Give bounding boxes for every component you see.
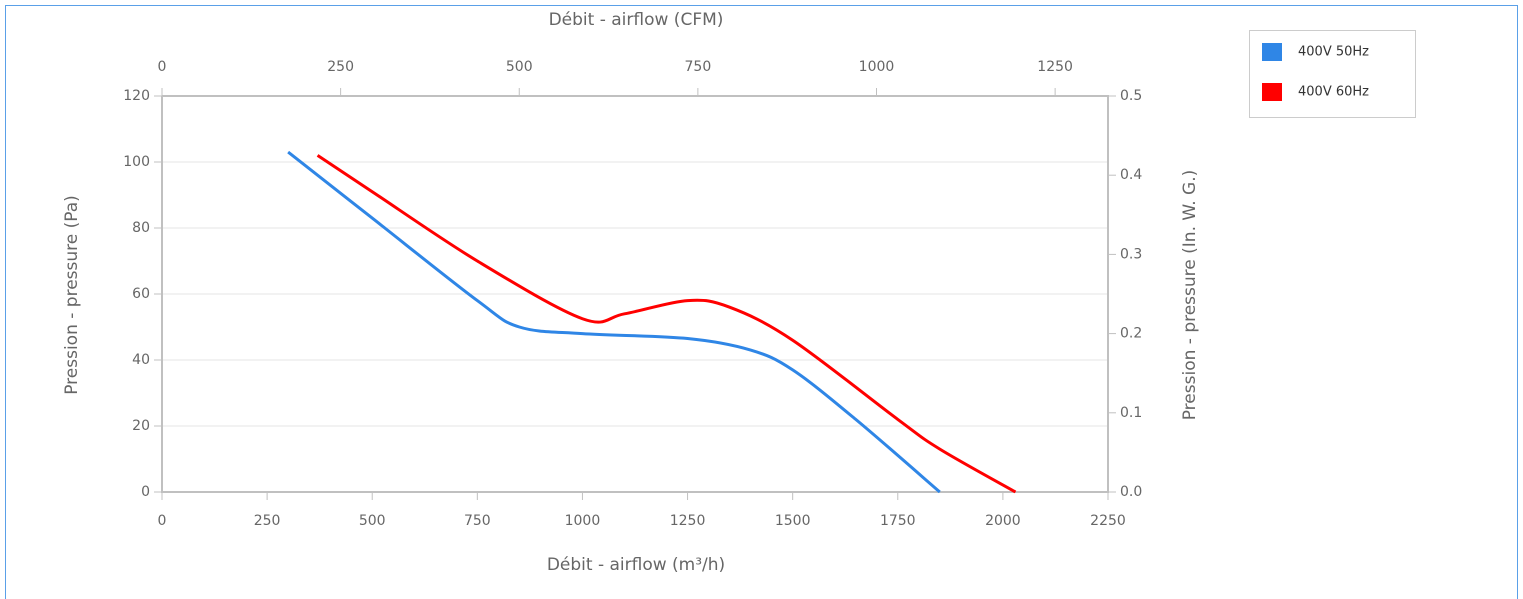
legend-swatch	[1262, 43, 1282, 61]
y-tick-label: 40	[132, 352, 150, 368]
y-tick-label: 0	[141, 484, 150, 500]
x2-tick-label: 0	[158, 59, 167, 75]
y2-tick-label: 0.4	[1120, 167, 1142, 183]
x2-tick-label: 250	[327, 59, 354, 75]
frame	[5, 5, 1518, 599]
legend-label: 400V 50Hz	[1298, 45, 1369, 60]
x-tick-label: 2000	[985, 513, 1021, 529]
y2-tick-label: 0.3	[1120, 246, 1142, 262]
series-line	[316, 154, 1017, 494]
x-tick-label: 1500	[775, 513, 811, 529]
y2-tick-label: 0.2	[1120, 326, 1142, 342]
x2-tick-label: 1000	[859, 59, 895, 75]
x-tick-label: 0	[158, 513, 167, 529]
y-tick-label: 120	[123, 88, 150, 104]
x-tick-label: 1250	[670, 513, 706, 529]
legend-swatch	[1262, 83, 1282, 101]
x2-axis-title: Débit - airflow (CFM)	[549, 10, 724, 30]
axis	[161, 95, 1109, 493]
x2-tick-label: 1250	[1037, 59, 1073, 75]
x2-tick-label: 750	[685, 59, 712, 75]
y2-axis-title: Pression - pressure (In. W. G.)	[1180, 170, 1200, 421]
x-tick-label: 500	[359, 513, 386, 529]
y2-tick-label: 0.5	[1120, 88, 1142, 104]
series-line	[287, 150, 941, 494]
y-tick-label: 80	[132, 220, 150, 236]
y-tick-label: 60	[132, 286, 150, 302]
y-tick-label: 20	[132, 418, 150, 434]
x-tick-label: 1750	[880, 513, 916, 529]
y2-tick-label: 0.0	[1120, 484, 1142, 500]
x2-tick-label: 500	[506, 59, 533, 75]
y2-tick-label: 0.1	[1120, 405, 1142, 421]
x-tick-label: 750	[464, 513, 491, 529]
legend-label: 400V 60Hz	[1298, 85, 1369, 100]
x-tick-label: 2250	[1090, 513, 1126, 529]
y-axis-title: Pression - pressure (Pa)	[62, 195, 82, 395]
x-tick-label: 1000	[565, 513, 601, 529]
x-axis-title: Débit - airflow (m³/h)	[547, 555, 725, 575]
y-tick-label: 100	[123, 154, 150, 170]
x-tick-label: 250	[254, 513, 281, 529]
